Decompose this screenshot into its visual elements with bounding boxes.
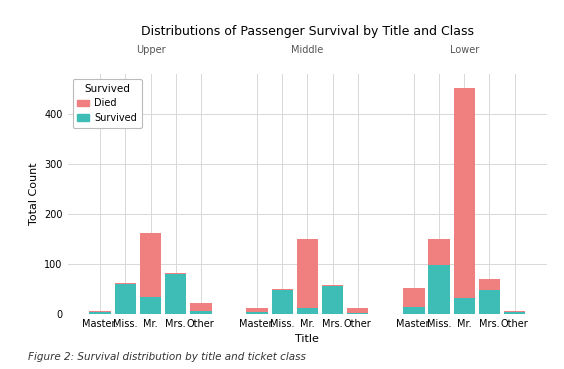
Y-axis label: Total Count: Total Count — [29, 162, 39, 225]
Text: Lower: Lower — [450, 45, 479, 55]
Bar — [322, 285, 343, 286]
Title: Distributions of Passenger Survival by Title and Class: Distributions of Passenger Survival by T… — [141, 25, 474, 38]
X-axis label: Title: Title — [296, 334, 319, 344]
Bar — [190, 303, 212, 311]
Bar — [322, 286, 343, 314]
Bar — [271, 290, 293, 314]
Bar — [453, 298, 475, 314]
Bar — [297, 239, 318, 308]
Bar — [165, 273, 186, 274]
Bar — [347, 313, 368, 314]
Bar — [271, 289, 293, 290]
Bar — [429, 265, 450, 314]
Bar — [246, 312, 268, 314]
Bar — [190, 311, 212, 314]
Bar — [114, 283, 136, 284]
Bar — [504, 311, 525, 312]
Bar — [114, 284, 136, 314]
Bar — [297, 308, 318, 314]
Bar — [479, 279, 500, 290]
Bar — [90, 311, 111, 312]
Bar — [403, 307, 425, 314]
Text: Upper: Upper — [136, 45, 165, 55]
Legend: Died, Survived: Died, Survived — [73, 79, 142, 128]
Bar — [90, 312, 111, 314]
Bar — [347, 308, 368, 313]
Bar — [403, 288, 425, 307]
Text: Middle: Middle — [291, 45, 324, 55]
Bar — [246, 308, 268, 312]
Bar — [140, 233, 161, 297]
Bar — [453, 88, 475, 298]
Bar — [429, 239, 450, 265]
Bar — [479, 290, 500, 314]
Bar — [165, 274, 186, 314]
Bar — [504, 312, 525, 314]
Text: Figure 2: Survival distribution by title and ticket class: Figure 2: Survival distribution by title… — [28, 352, 306, 362]
Bar — [140, 297, 161, 314]
